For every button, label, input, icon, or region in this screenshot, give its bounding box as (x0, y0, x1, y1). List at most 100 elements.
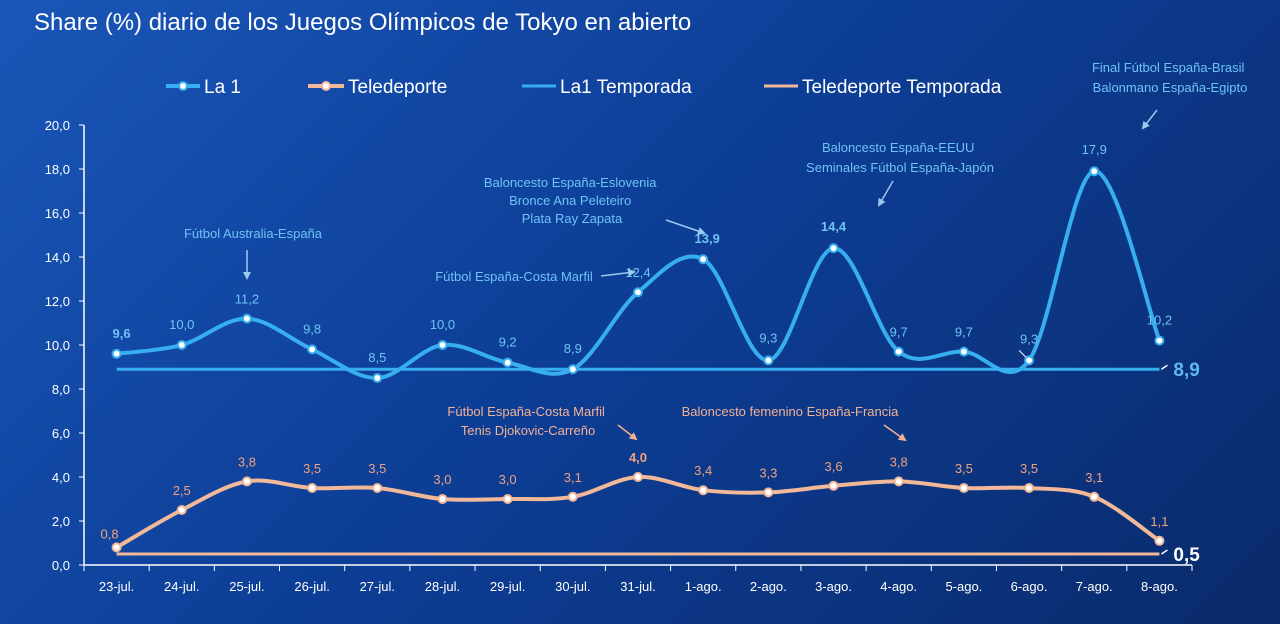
data-label-la1: 10,2 (1147, 313, 1172, 328)
svg-text:Baloncesto España-EEUU: Baloncesto España-EEUU Seminales Fútbol … (806, 140, 994, 175)
data-point-teledeporte (502, 494, 513, 504)
annotation-final-futbol: Final Fútbol España-Brasil Balonmano Esp… (1092, 60, 1248, 130)
x-tick-label: 30-jul. (555, 579, 590, 594)
legend-item-la1: La 1 (166, 77, 241, 98)
annotation-text: Fútbol España-Costa Marfil (435, 269, 593, 284)
data-label-la1: 10,0 (169, 317, 194, 332)
data-point-teledeporte (893, 476, 904, 487)
data-point-la1 (567, 364, 578, 375)
annotation-text: Fútbol España-Costa Marfil (447, 404, 605, 419)
x-tick-label: 8-ago. (1141, 579, 1178, 594)
x-tick-label: 6-ago. (1011, 579, 1048, 594)
x-tick-label: 25-jul. (229, 579, 264, 594)
x-tick-label: 23-jul. (99, 579, 134, 594)
series-line-teledeporte (115, 474, 1161, 550)
baseline-label-teledeporte: 0,5 (1173, 545, 1200, 566)
data-label-teledeporte: 3,1 (1085, 470, 1103, 485)
annotation-text: Bronce Ana Peleteiro (509, 193, 631, 208)
data-point-teledeporte (111, 542, 122, 553)
data-label-la1: 9,2 (499, 335, 517, 350)
data-point-la1 (763, 355, 774, 366)
svg-text:Fútbol España-Costa Marfil: Fútbol España-Costa Marfil Tenis Djokovi… (447, 404, 608, 438)
chart-title: Share (%) diario de los Juegos Olímpicos… (34, 9, 691, 36)
data-label-la1: 9,7 (890, 325, 908, 340)
y-tick-label: 14,0 (45, 250, 70, 265)
data-point-la1 (828, 243, 839, 254)
data-point-la1 (1089, 166, 1100, 177)
data-label-teledeporte: 3,4 (694, 463, 712, 478)
data-point-la1 (307, 344, 318, 355)
annotation-futbol-australia: Fútbol Australia-España (184, 226, 323, 280)
data-label-la1: 9,3 (759, 330, 777, 345)
axes: 0,0 2,0 4,0 6,0 8,0 10,0 12,0 14,0 16,0 18,0 20,0 2… (45, 118, 1193, 594)
data-point-teledeporte (958, 483, 969, 493)
data-label-teledeporte: 3,5 (368, 461, 386, 476)
data-label-la1: 9,6 (113, 326, 131, 341)
annotation-text: Baloncesto femenino España-Francia (682, 404, 900, 419)
x-tick-label: 26-jul. (294, 579, 329, 594)
legend-item-teledeporte-temporada: Teledeporte Temporada (764, 77, 1002, 98)
data-point-teledeporte (828, 480, 839, 491)
data-label-la1: 13,9 (695, 231, 720, 246)
y-tick-label: 10,0 (45, 338, 70, 353)
x-tick-label: 1-ago. (685, 579, 722, 594)
annotation-futbol-costa-marfil-la1: Fútbol España-Costa Marfil (435, 268, 636, 284)
annotation-text: Final Fútbol España-Brasil (1092, 60, 1245, 75)
data-point-teledeporte (372, 483, 383, 493)
annotation-text: Balonmano España-Egipto (1093, 80, 1248, 95)
legend-item-teledeporte: Teledeporte (308, 77, 447, 98)
annotation-baloncesto-eeuu: Baloncesto España-EEUU Seminales Fútbol … (806, 140, 994, 207)
data-point-la1 (502, 357, 513, 368)
x-tick-label: 28-jul. (425, 579, 460, 594)
data-point-la1 (372, 373, 383, 383)
svg-text:Fútbol Australia-España: Fútbol Australia-España (184, 226, 323, 241)
data-label-teledeporte: 2,5 (173, 483, 191, 498)
data-label-la1: 8,5 (368, 350, 386, 365)
data-label-teledeporte: 3,5 (303, 461, 321, 476)
data-label-teledeporte: 0,8 (101, 526, 119, 541)
svg-text:Final Fútbol España-Brasil: Final Fútbol España-Brasil Balonmano Esp… (1092, 60, 1248, 95)
data-point-teledeporte (437, 494, 448, 504)
data-label-la1: 14,4 (821, 219, 847, 234)
data-label-la1: 8,9 (564, 341, 582, 356)
annotation-text: Baloncesto España-Eslovenia (484, 175, 657, 190)
season-baselines: 8,9 0,5 (116, 360, 1200, 566)
annotation-tdp-costa-marfil: Fútbol España-Costa Marfil Tenis Djokovi… (447, 404, 638, 441)
data-label-teledeporte: 3,6 (824, 459, 842, 474)
annotation-text: Baloncesto España-EEUU (822, 140, 974, 155)
legend-label-la1-temporada: La1 Temporada (560, 77, 692, 98)
data-label-la1: 11,2 (235, 292, 259, 307)
data-point-la1 (698, 254, 709, 265)
data-label-la1: 17,9 (1082, 142, 1107, 157)
annotations: Fútbol Australia-España Fútbol España-Co… (184, 60, 1248, 442)
data-label-la1: 10,0 (430, 317, 455, 332)
data-label-teledeporte: 1,1 (1150, 514, 1168, 529)
annotation-text: Tenis Djokovic-Carreño (461, 423, 595, 438)
x-tick-label: 29-jul. (490, 579, 525, 594)
data-point-la1 (1024, 355, 1035, 366)
legend-label-la1: La 1 (204, 77, 241, 98)
svg-text:Baloncesto España-Eslovenia: Baloncesto España-Eslovenia Bronce Ana P… (484, 175, 660, 226)
y-tick-label: 0,0 (52, 558, 70, 573)
annotation-text: Plata Ray Zapata (522, 211, 623, 226)
y-tick-label: 12,0 (45, 294, 70, 309)
data-point-la1 (633, 287, 643, 298)
legend: La 1 Teledeporte La1 Temporada Teledepor… (166, 77, 1002, 98)
legend-label-teledeporte: Teledeporte (348, 77, 447, 98)
x-tick-label: 31-jul. (620, 579, 655, 594)
y-tick-label: 2,0 (52, 514, 70, 529)
data-label-la1: 9,7 (955, 325, 973, 340)
annotation-baloncesto-femenino: Baloncesto femenino España-Francia (682, 404, 907, 442)
x-tick-label: 3-ago. (815, 579, 852, 594)
data-label-teledeporte: 4,0 (629, 450, 647, 465)
baseline-label-leader (1160, 549, 1168, 555)
data-label-teledeporte: 3,3 (759, 465, 777, 480)
y-tick-label: 20,0 (45, 118, 70, 133)
data-point-teledeporte (567, 491, 578, 502)
baseline-label-la1: 8,9 (1173, 360, 1199, 381)
x-tick-label: 2-ago. (750, 579, 787, 594)
annotation-text: Fútbol Australia-España (184, 226, 323, 241)
data-point-teledeporte (763, 487, 774, 498)
data-point-teledeporte (698, 485, 709, 496)
